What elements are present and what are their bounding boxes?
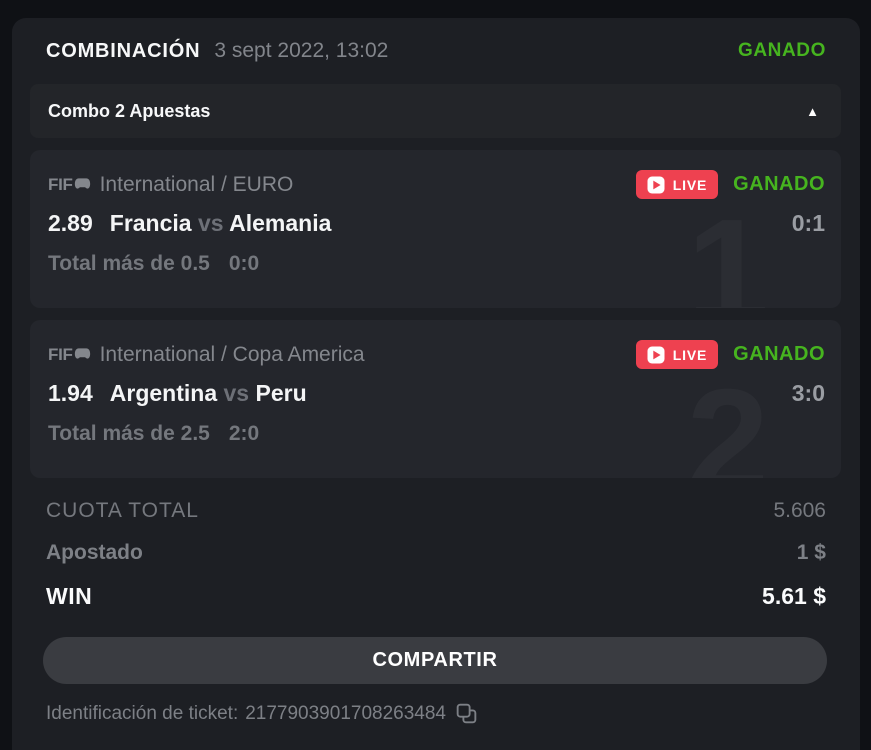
live-label: LIVE — [672, 346, 708, 363]
bet-card-1: 1 FIF International / EURO LIVE GANADO 2… — [30, 150, 841, 308]
live-badge: LIVE — [635, 170, 719, 199]
ticket-id-label: Identificación de ticket: — [46, 702, 239, 724]
total-odds-label: CUOTA TOTAL — [46, 499, 199, 522]
fifa-provider-logo: FIF — [48, 345, 91, 365]
vs-separator: vs — [197, 210, 224, 236]
stake-row: Apostado 1 $ — [46, 532, 826, 574]
fifa-logo-text: FIF — [48, 344, 73, 364]
market-score: 2:0 — [228, 422, 260, 445]
home-team: Argentina — [109, 380, 218, 406]
stake-value: 1 $ — [796, 541, 826, 564]
win-value: 5.61 $ — [762, 582, 826, 609]
away-team: Alemania — [229, 210, 332, 236]
bet-odds: 2.89 — [48, 210, 93, 236]
market-row: Total más de 2.5 2:0 — [48, 422, 825, 446]
bet-odds: 1.94 — [48, 380, 93, 406]
ticket-datetime: 3 sept 2022, 13:02 — [214, 39, 389, 62]
match-teams: Francia vs Alemania — [110, 210, 332, 237]
total-odds-value: 5.606 — [773, 499, 826, 522]
bet-status-badge: GANADO — [733, 173, 825, 195]
league-name: International / Copa America — [99, 342, 365, 366]
ticket-header: COMBINACIÓN 3 sept 2022, 13:02 GANADO — [12, 18, 860, 84]
market-score: 0:0 — [228, 252, 260, 275]
gamepad-icon — [74, 177, 91, 195]
league-row: FIF International / EURO LIVE GANADO — [48, 150, 825, 199]
away-team: Peru — [255, 380, 307, 406]
home-team: Francia — [109, 210, 192, 236]
league-row: FIF International / Copa America LIVE GA… — [48, 320, 825, 369]
match-row: 2.89 Francia vs Alemania 0:1 — [48, 210, 825, 237]
bet-ticket-card: COMBINACIÓN 3 sept 2022, 13:02 GANADO Co… — [12, 18, 860, 750]
stake-label: Apostado — [46, 541, 143, 564]
win-row: WIN 5.61 $ — [46, 574, 826, 618]
match-row: 1.94 Argentina vs Peru 3:0 — [48, 380, 825, 407]
combo-label: Combo 2 Apuestas — [48, 100, 211, 121]
bet-status-badge: GANADO — [733, 343, 825, 365]
fifa-logo-text: FIF — [48, 174, 73, 194]
live-badge: LIVE — [635, 340, 719, 369]
ticket-id-value: 2177903901708263484 — [245, 702, 446, 724]
market-row: Total más de 0.5 0:0 — [48, 252, 825, 276]
ticket-id-row: Identificación de ticket: 21779039017082… — [46, 701, 826, 726]
win-label: WIN — [46, 582, 93, 609]
market-name: Total más de 2.5 — [48, 422, 210, 445]
league-name: International / EURO — [99, 172, 294, 196]
play-icon — [647, 346, 665, 363]
play-icon — [647, 176, 665, 193]
chevron-up-icon[interactable]: ▲ — [806, 103, 819, 119]
copy-icon[interactable] — [454, 701, 479, 726]
market-name: Total más de 0.5 — [48, 252, 210, 275]
bet-index-watermark: 2 — [686, 359, 769, 479]
ticket-summary: CUOTA TOTAL 5.606 Apostado 1 $ WIN 5.61 … — [12, 478, 860, 618]
ticket-status-badge: GANADO — [737, 40, 826, 61]
bet-index-watermark: 1 — [686, 189, 769, 309]
match-score: 0:1 — [791, 210, 825, 236]
total-odds-row: CUOTA TOTAL 5.606 — [46, 490, 826, 532]
ticket-type-title: COMBINACIÓN — [46, 39, 201, 62]
live-label: LIVE — [672, 176, 708, 193]
bet-card-2: 2 FIF International / Copa America LIVE … — [30, 320, 841, 478]
fifa-provider-logo: FIF — [48, 175, 91, 195]
combo-toggle-row[interactable]: Combo 2 Apuestas ▲ — [30, 84, 841, 138]
gamepad-icon — [74, 347, 91, 365]
vs-separator: vs — [223, 380, 250, 406]
match-score: 3:0 — [791, 380, 825, 406]
match-teams: Argentina vs Peru — [110, 380, 307, 407]
share-button[interactable]: COMPARTIR — [43, 637, 827, 684]
